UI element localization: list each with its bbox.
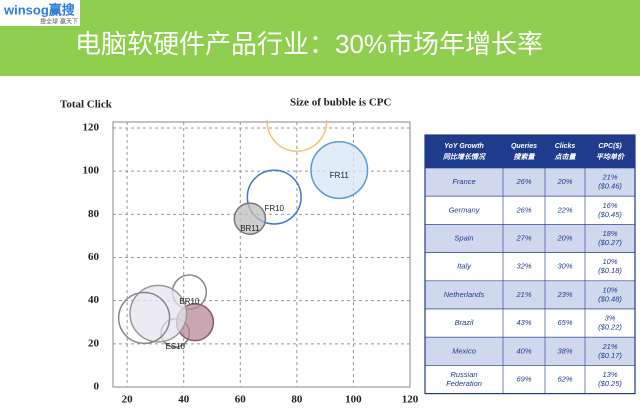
table-cell: Netherlands: [444, 290, 485, 299]
table-cell: 32%: [516, 262, 531, 271]
y-tick-label: 80: [88, 208, 100, 220]
bubble: [117, 291, 171, 345]
table-header: 点击量: [554, 152, 577, 161]
bubble-label: ES10: [165, 342, 185, 351]
table-cell: ($0.27): [598, 238, 622, 247]
table-header: Clicks: [555, 143, 576, 150]
table-cell: Federation: [446, 379, 482, 388]
header-band: [0, 0, 640, 76]
y-tick-label: 0: [94, 381, 100, 393]
size-note: Size of bubble is CPC: [290, 97, 392, 109]
table: YoY Growth 同比增长情况 Queries 搜索量 Clicks 点击量 CPC($…: [424, 134, 636, 395]
table-header: YoY Growth: [444, 143, 484, 150]
table-cell: Germany: [449, 205, 481, 214]
table-cell: ($0.46): [598, 182, 622, 191]
slogan: 搜全球·赢天下: [40, 18, 78, 26]
table-cell: 16%: [602, 201, 617, 210]
table-cell: 65%: [557, 318, 572, 327]
table-cell: 13%: [602, 370, 617, 379]
table-cell: ($0.48): [598, 294, 622, 303]
table-cell: 18%: [602, 229, 617, 238]
table-row-bg: [424, 252, 636, 282]
x-tick-label: 60: [235, 394, 247, 406]
x-tick-label: 80: [291, 394, 303, 406]
table-row-bg: [424, 365, 636, 394]
plot-frame: [112, 121, 411, 388]
table-cell: Brazil: [455, 318, 474, 327]
table-cell: 62%: [557, 374, 572, 383]
table-cell: 26%: [515, 205, 531, 214]
table-cell: 38%: [557, 346, 572, 355]
table-header: 同比增长情况: [443, 152, 486, 161]
table-cell: Russian: [450, 370, 477, 379]
table-row-bg: [424, 195, 636, 225]
table-header: 搜索量: [514, 152, 536, 161]
table-cell: 21%: [515, 290, 531, 299]
table-header: 平均单价: [596, 152, 625, 161]
bubble-label: BR11: [240, 224, 260, 233]
y-tick-label: 40: [88, 294, 100, 306]
y-tick-label: 60: [88, 251, 100, 263]
table-cell: ($0.45): [598, 210, 622, 219]
table-header: CPC($): [598, 143, 622, 150]
table-cell: 40%: [516, 346, 531, 355]
table-row-bg: [424, 167, 636, 197]
x-tick-label: 20: [122, 394, 134, 406]
table-cell: 20%: [556, 177, 572, 186]
x-tick-label: 40: [178, 394, 190, 406]
table-cell: 20%: [556, 233, 572, 242]
table-cell: 3%: [605, 314, 616, 323]
table-cell: 22%: [556, 205, 572, 214]
table-header: Queries: [511, 143, 537, 150]
table-cell: France: [452, 177, 475, 186]
bubbles: [117, 120, 369, 348]
table-cell: 21%: [601, 342, 617, 351]
y-tick-label: 20: [88, 337, 100, 349]
bubble: [233, 202, 267, 235]
table-cell: 10%: [602, 285, 617, 294]
bubble-label: FR10: [264, 204, 284, 213]
bubble: [310, 141, 369, 200]
slide-title: 电脑软硬件产品行业：30%市场年增长率: [75, 29, 543, 59]
table-cell: Mexico: [452, 346, 476, 355]
bubble: [266, 120, 328, 152]
y-tick-label: 120: [83, 122, 100, 134]
table-cell: 30%: [557, 262, 572, 271]
bubble-label: FR11: [330, 171, 350, 180]
table-row-bg: [424, 336, 636, 366]
bubble: [129, 284, 188, 343]
table-cell: ($0.18): [598, 266, 622, 275]
table-cell: ($0.22): [598, 323, 622, 332]
table-cell: 26%: [515, 177, 531, 186]
table-cell: Spain: [454, 233, 473, 242]
table-header-bg: [425, 135, 635, 168]
x-tick-label: 100: [345, 394, 362, 406]
plot: 0 20 40 60 80 100 120 20 40 60 80 100 120 FR11 FR10 BR1…: [83, 120, 419, 406]
bubble: [246, 169, 302, 225]
logo-box: [0, 0, 80, 26]
table-cell: ($0.25): [598, 379, 622, 388]
table-cell: 23%: [556, 290, 572, 299]
table-cell: 21%: [601, 173, 617, 182]
y-tick-label: 100: [83, 165, 100, 177]
table-cell: Italy: [457, 262, 472, 271]
table-border: [424, 134, 636, 395]
table-row-bg: [424, 308, 636, 338]
logo: winsog赢搜: [3, 2, 76, 17]
x-tick-label: 120: [402, 394, 419, 406]
bubble-label: BR10: [179, 297, 200, 306]
y-axis-title: Total Click: [60, 99, 113, 111]
table-cell: ($0.17): [598, 351, 622, 360]
table-cell: 69%: [516, 374, 531, 383]
table-cell: 10%: [602, 257, 617, 266]
table-cell: 27%: [515, 233, 531, 242]
table-cell: 43%: [516, 318, 531, 327]
